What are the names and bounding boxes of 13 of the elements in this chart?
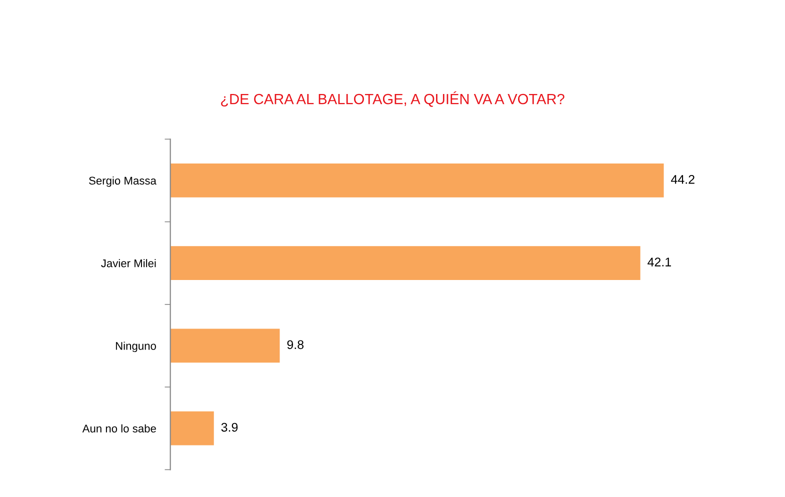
y-tick-label: Ninguno xyxy=(116,342,156,352)
y-tick-label: Javier Milei xyxy=(101,259,156,268)
data-label: 44.2 xyxy=(671,174,694,184)
bar xyxy=(170,328,280,363)
chart-title: ¿DE CARA AL BALLOTAGE, A QUIÉN VA A VOTAR? xyxy=(221,91,564,107)
data-label: 42.1 xyxy=(648,258,671,266)
y-tick-label: Aun no lo sabe xyxy=(82,424,156,432)
bar xyxy=(170,411,214,446)
y-tick-label: Sergio Massa xyxy=(89,176,156,187)
data-label: 9.8 xyxy=(287,340,304,350)
data-label: 3.9 xyxy=(221,422,238,432)
bar xyxy=(170,246,640,280)
bar xyxy=(170,164,664,198)
